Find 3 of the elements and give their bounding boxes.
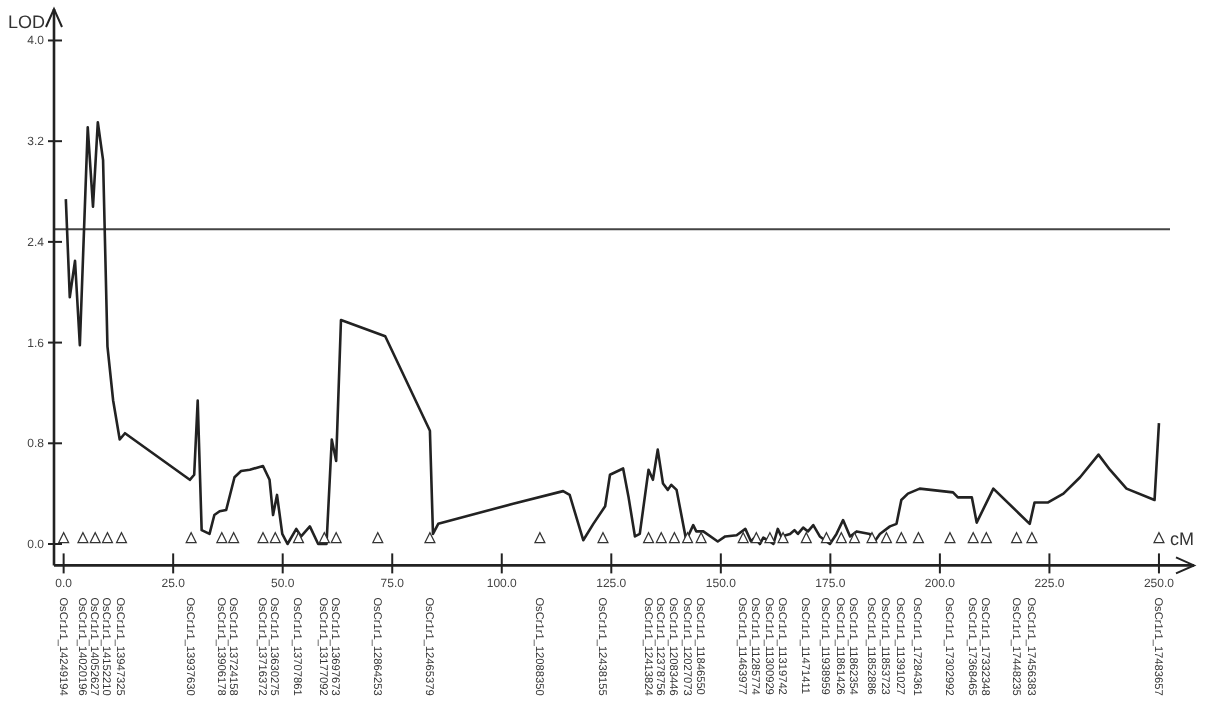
line-series bbox=[64, 120, 1161, 546]
x-axis-title: cM bbox=[1170, 529, 1194, 550]
y-axis-title: LOD bbox=[8, 12, 47, 32]
